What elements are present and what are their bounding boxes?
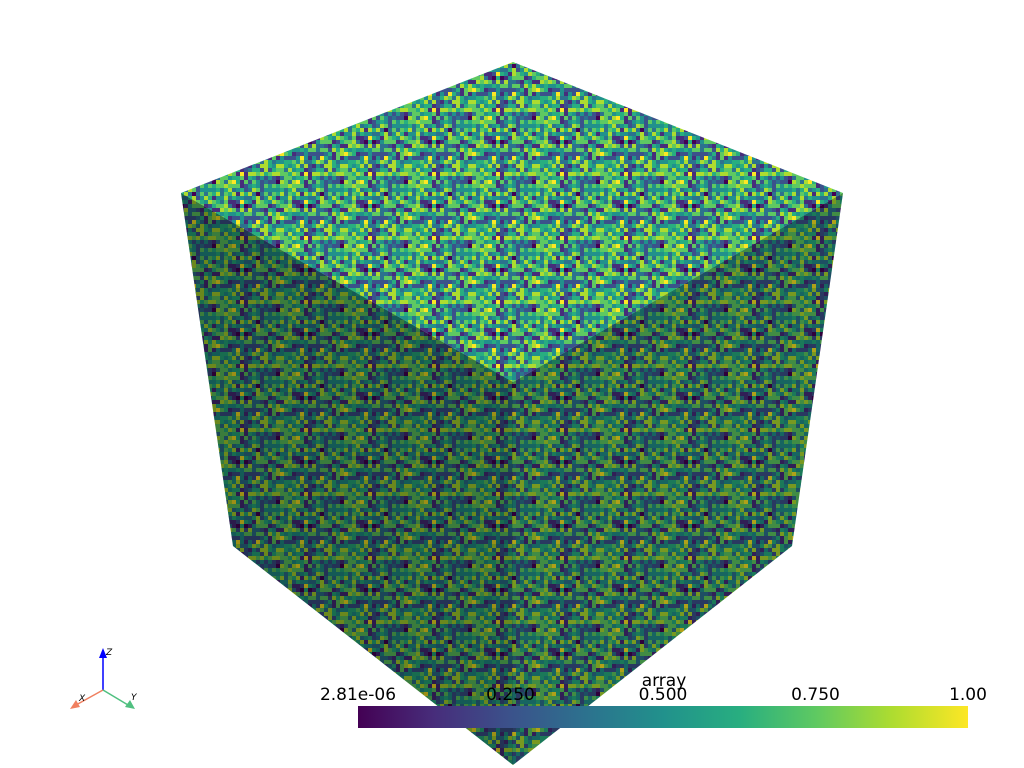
z-arrow [99, 648, 107, 658]
colorbar-tick-label: 0.250 [486, 685, 535, 705]
axes-widget: Z X Y [70, 648, 138, 709]
cube-top-face [181, 62, 843, 382]
z-label: Z [105, 648, 113, 658]
cube-left-shade [181, 193, 513, 765]
x-label: X [78, 694, 86, 704]
cube-right-face [513, 193, 843, 765]
cube-left-face [181, 193, 513, 765]
colorbar-gradient [358, 706, 968, 728]
x-arrow [70, 700, 80, 709]
cube-right-shade [513, 193, 843, 765]
y-axis [102, 689, 129, 706]
colorbar: array 2.81e-06 0.250 0.500 0.750 1.00 [320, 671, 987, 728]
x-axis [75, 689, 104, 706]
colorbar-title: array [642, 671, 687, 691]
cube [181, 62, 843, 765]
y-label: Y [131, 693, 138, 703]
y-arrow [125, 700, 135, 709]
colorbar-tick-label: 0.750 [791, 685, 840, 705]
colorbar-tick-label: 0.500 [639, 685, 688, 705]
colorbar-tick-label: 1.00 [949, 685, 987, 705]
colorbar-tick-label: 2.81e-06 [320, 685, 396, 705]
